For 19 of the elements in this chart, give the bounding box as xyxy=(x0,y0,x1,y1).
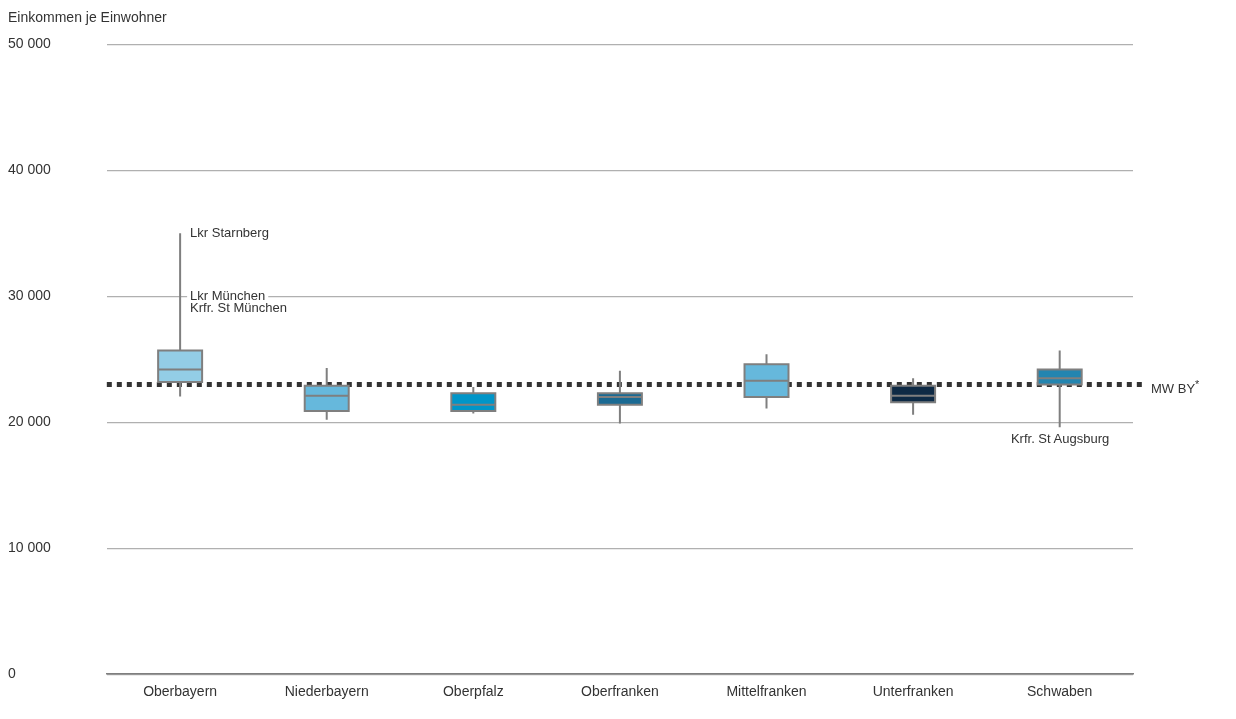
y-tick-label: 30 000 xyxy=(8,287,52,304)
ref-line-label: MW BY$^{*}$ xyxy=(1151,377,1200,399)
x-tick-label: Oberbayern xyxy=(143,683,218,700)
y-tick-label: 50 000 xyxy=(8,35,52,52)
annotation: Krfr. St Augsburg xyxy=(1010,431,1110,447)
x-tick-label: Oberfranken xyxy=(581,683,659,700)
annotation: Krfr. St München xyxy=(190,300,287,316)
x-tick-label: Niederbayern xyxy=(284,683,369,700)
y-axis-title: Einkommen je Einwohner xyxy=(8,9,168,25)
annotation: Lkr München xyxy=(190,287,266,303)
y-tick-label: 40 000 xyxy=(8,161,52,178)
y-tick-label: 10 000 xyxy=(8,539,52,556)
x-tick-label: Oberpfalz xyxy=(442,683,504,700)
x-tick-label: Unterfranken xyxy=(872,683,954,700)
y-tick-label: 20 000 xyxy=(8,413,52,430)
y-tick-label: 0 xyxy=(8,665,16,682)
x-tick-label: Mittelfranken xyxy=(726,683,807,700)
x-tick-label: Schwaben xyxy=(1027,683,1093,700)
annotation: Lkr Starnberg xyxy=(190,224,269,240)
